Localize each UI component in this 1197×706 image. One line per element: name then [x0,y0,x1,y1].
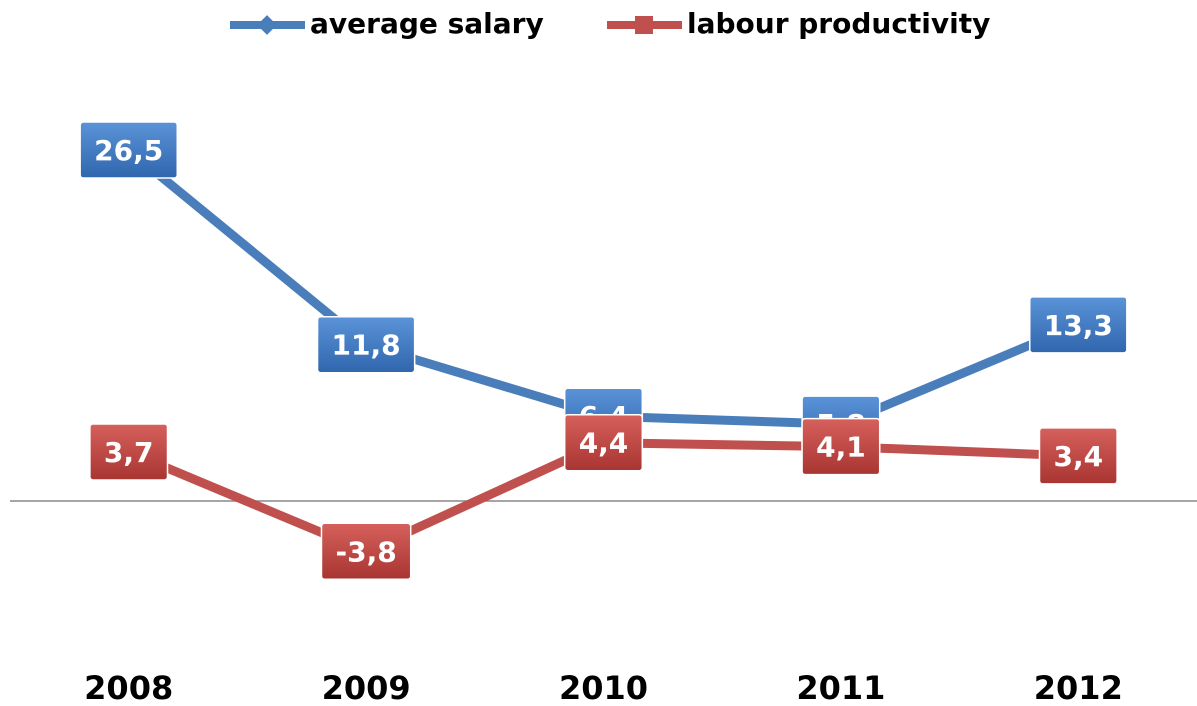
data-label-box [320,522,412,581]
data-label-box [89,423,169,481]
data-label: -3,8 [320,522,412,581]
data-label: 3,7 [89,423,169,481]
data-label-box [316,315,416,374]
data-label-text: 4,4 [579,427,629,460]
x-tick-label: 2009 [322,669,411,706]
data-label: 26,5 [79,121,178,179]
data-label-box [79,121,178,179]
data-label-box [1038,427,1118,485]
data-label-text: 4,1 [816,431,866,464]
legend-text: average salary [310,7,544,40]
legend-marker [257,15,277,35]
data-label: 4,4 [563,413,644,472]
x-tick-label: 2011 [796,669,885,706]
data-label-text: 3,4 [1053,440,1103,473]
data-label: 13,3 [1029,296,1128,354]
data-label-box [1029,296,1128,354]
data-label-text: -3,8 [335,535,396,568]
data-label-box [563,413,644,472]
series-line [125,146,1081,429]
x-tick-label: 2008 [84,669,173,706]
data-label-text: 3,7 [104,436,154,469]
data-label-box [801,417,881,476]
data-label-text: 26,5 [94,134,163,167]
x-tick-label: 2012 [1034,669,1123,706]
data-label-text: 13,3 [1044,309,1113,342]
data-label-text: 11,8 [332,329,401,362]
x-tick-label: 2010 [559,669,648,706]
legend-text: labour productivity [687,7,990,40]
data-label: 4,1 [801,417,881,476]
data-label: 11,8 [316,315,416,374]
legend-marker [635,16,653,34]
data-label: 3,4 [1038,427,1118,485]
